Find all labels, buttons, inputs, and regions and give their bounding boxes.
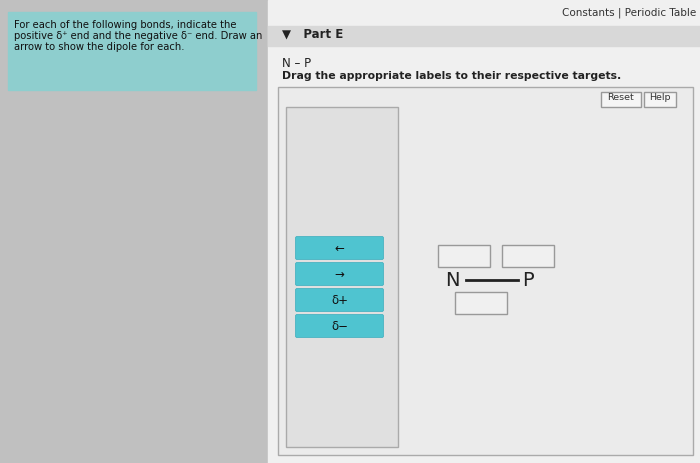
Bar: [278, 87, 693, 455]
Text: →: →: [335, 268, 344, 281]
Bar: [502, 245, 554, 267]
Text: ←: ←: [335, 242, 344, 255]
Text: P: P: [522, 270, 534, 289]
Bar: [644, 92, 676, 107]
Bar: [286, 107, 398, 447]
Text: N: N: [444, 270, 459, 289]
Bar: [268, 0, 700, 463]
Text: arrow to show the dipole for each.: arrow to show the dipole for each.: [14, 42, 185, 52]
Text: Constants | Periodic Table: Constants | Periodic Table: [561, 7, 696, 18]
Bar: [268, 26, 700, 46]
Text: N – P: N – P: [282, 57, 311, 70]
Bar: [601, 92, 641, 107]
Text: δ+: δ+: [331, 294, 348, 307]
Text: positive δ⁺ end and the negative δ⁻ end. Draw an: positive δ⁺ end and the negative δ⁻ end.…: [14, 31, 262, 41]
FancyBboxPatch shape: [295, 263, 384, 286]
Text: ▼   Part E: ▼ Part E: [282, 28, 343, 41]
Text: δ−: δ−: [331, 320, 348, 333]
Text: For each of the following bonds, indicate the: For each of the following bonds, indicat…: [14, 20, 237, 30]
Text: Help: Help: [650, 93, 671, 102]
FancyBboxPatch shape: [295, 288, 384, 312]
Text: Drag the appropriate labels to their respective targets.: Drag the appropriate labels to their res…: [282, 71, 622, 81]
Bar: [438, 245, 490, 267]
Bar: [8, 12, 256, 90]
FancyBboxPatch shape: [295, 237, 384, 259]
Text: Reset: Reset: [608, 93, 634, 102]
Bar: [455, 292, 507, 314]
FancyBboxPatch shape: [295, 314, 384, 338]
